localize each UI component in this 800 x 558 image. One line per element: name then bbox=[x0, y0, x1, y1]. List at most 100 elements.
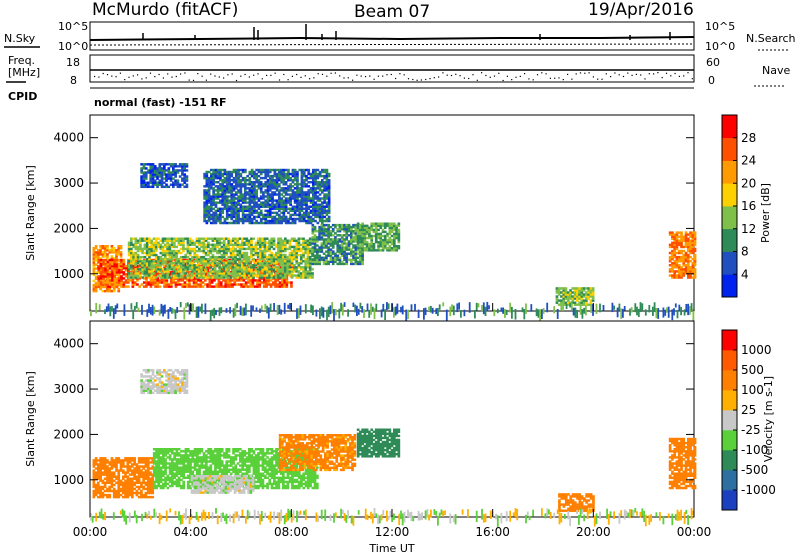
heatmap-cell bbox=[581, 297, 584, 299]
heatmap-cell bbox=[212, 169, 215, 171]
heatmap-cell bbox=[164, 260, 167, 262]
heatmap-cell bbox=[289, 204, 292, 206]
heatmap-cell bbox=[377, 229, 380, 231]
heatmap-cell bbox=[296, 208, 299, 210]
heatmap-cell bbox=[273, 276, 276, 278]
heatmap-cell bbox=[217, 169, 220, 171]
heatmap-cell bbox=[149, 167, 152, 169]
heatmap-cell bbox=[258, 285, 261, 287]
heatmap-cell bbox=[219, 218, 222, 220]
heatmap-cell bbox=[300, 248, 303, 250]
heatmap-cell bbox=[391, 247, 394, 249]
heatmap-cell bbox=[107, 275, 110, 277]
heatmap-cell bbox=[227, 270, 230, 272]
heatmap-cell bbox=[233, 308, 235, 318]
nave-point bbox=[154, 76, 155, 77]
heatmap-cell bbox=[323, 189, 326, 191]
nave-point bbox=[223, 77, 224, 78]
heatmap-cell bbox=[125, 275, 128, 277]
heatmap-cell bbox=[307, 177, 310, 179]
heatmap-cell bbox=[298, 246, 301, 248]
heatmap-cell bbox=[565, 291, 568, 293]
heatmap-cell bbox=[334, 253, 337, 255]
heatmap-cell bbox=[294, 175, 297, 177]
heatmap-cell bbox=[291, 260, 294, 262]
heatmap-cell bbox=[375, 225, 378, 227]
heatmap-cell bbox=[193, 274, 196, 276]
heatmap-cell bbox=[172, 186, 175, 188]
heatmap-cell bbox=[317, 199, 320, 201]
nave-point bbox=[318, 73, 319, 74]
heatmap-cell bbox=[173, 262, 176, 264]
heatmap-cell bbox=[359, 253, 362, 255]
heatmap-cell bbox=[437, 308, 439, 316]
heatmap-cell bbox=[359, 245, 362, 247]
heatmap-cell bbox=[212, 187, 215, 189]
heatmap-cell bbox=[255, 175, 258, 177]
nave-point bbox=[227, 74, 228, 75]
heatmap-cell bbox=[318, 263, 321, 265]
heatmap-cell bbox=[287, 305, 289, 309]
heatmap-cell bbox=[215, 204, 218, 206]
heatmap-cell bbox=[332, 263, 335, 265]
heatmap-cell bbox=[219, 183, 222, 185]
heatmap-cell bbox=[314, 179, 317, 181]
heatmap-cell bbox=[255, 274, 258, 276]
heatmap-cell bbox=[193, 264, 196, 266]
nave-point bbox=[270, 75, 271, 76]
heatmap-cell bbox=[270, 279, 273, 281]
heatmap-cell bbox=[210, 208, 213, 210]
heatmap-cell bbox=[147, 182, 150, 184]
heatmap-cell bbox=[192, 303, 194, 312]
beam-title: Beam 07 bbox=[354, 2, 430, 22]
heatmap-cell bbox=[157, 270, 160, 272]
heatmap-cell bbox=[278, 179, 281, 181]
heatmap-cell bbox=[316, 238, 319, 240]
heatmap-cell bbox=[368, 310, 370, 318]
heatmap-cell bbox=[123, 259, 126, 261]
heatmap-cell bbox=[328, 199, 331, 201]
heatmap-cell bbox=[285, 208, 288, 210]
nave-point bbox=[343, 77, 344, 78]
heatmap-cell bbox=[207, 274, 210, 276]
heatmap-cell bbox=[210, 175, 213, 177]
heatmap-cell bbox=[310, 197, 313, 199]
heatmap-cell bbox=[327, 224, 330, 226]
heatmap-cell bbox=[209, 250, 212, 252]
heatmap-cell bbox=[323, 175, 326, 177]
heatmap-cell bbox=[355, 228, 358, 230]
heatmap-cell bbox=[256, 281, 259, 283]
heatmap-cell bbox=[286, 256, 289, 258]
heatmap-cell bbox=[215, 283, 218, 285]
heatmap-cell bbox=[271, 218, 274, 220]
heatmap-cell bbox=[278, 208, 281, 210]
heatmap-cell bbox=[182, 260, 185, 262]
heatmap-cell bbox=[125, 273, 128, 275]
heatmap-cell bbox=[685, 242, 688, 244]
heatmap-cell bbox=[130, 242, 133, 244]
heatmap-cell bbox=[241, 256, 244, 258]
heatmap-cell bbox=[209, 266, 212, 268]
heatmap-cell bbox=[280, 238, 283, 240]
heatmap-cell bbox=[327, 248, 330, 250]
heatmap-cell bbox=[219, 199, 222, 201]
nave-point bbox=[675, 73, 676, 74]
heatmap-cell bbox=[246, 256, 249, 258]
nave-point bbox=[597, 79, 598, 80]
heatmap-cell bbox=[386, 249, 389, 251]
heatmap-cell bbox=[309, 266, 312, 268]
nave-point bbox=[137, 74, 138, 75]
heatmap-cell bbox=[200, 238, 203, 240]
heatmap-cell bbox=[367, 304, 369, 312]
heatmap-cell bbox=[442, 302, 444, 306]
heatmap-cell bbox=[145, 177, 148, 179]
heatmap-cell bbox=[682, 256, 685, 258]
heatmap-cell bbox=[234, 250, 237, 252]
heatmap-cell bbox=[373, 229, 376, 231]
heatmap-cell bbox=[366, 225, 369, 227]
heatmap-cell bbox=[296, 171, 299, 173]
heatmap-cell bbox=[98, 285, 101, 287]
heatmap-cell bbox=[200, 250, 203, 252]
heatmap-cell bbox=[247, 285, 250, 287]
heatmap-cell bbox=[212, 214, 215, 216]
